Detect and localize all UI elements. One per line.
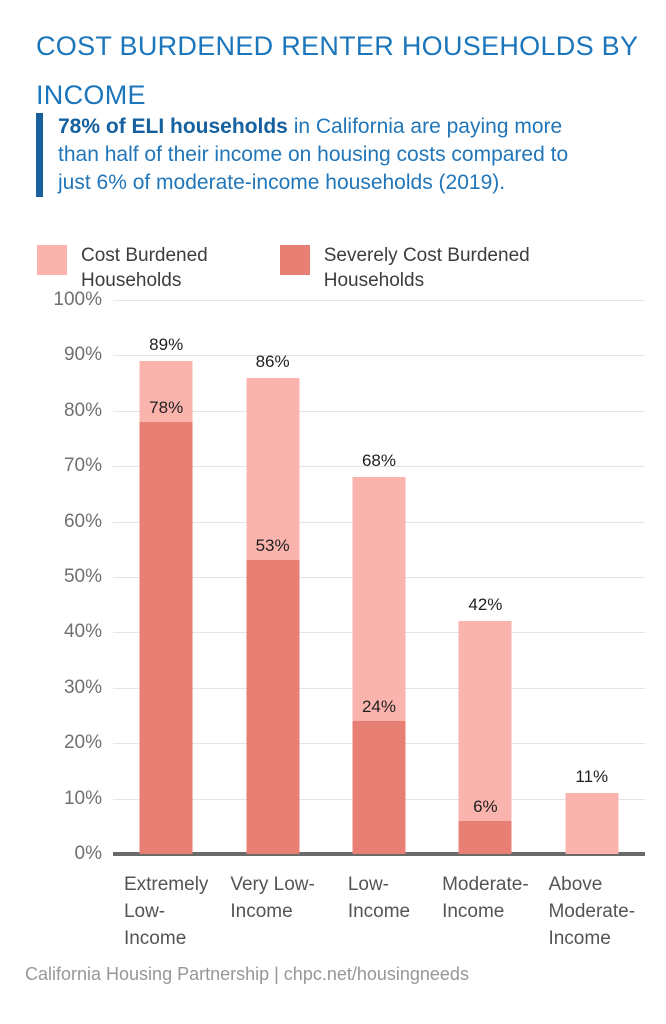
bar-slot: 86% 53% xyxy=(219,300,325,854)
severely-cost-burdened-segment xyxy=(246,560,300,854)
x-axis-label-slot: Very Low- Income xyxy=(219,871,325,952)
total-value-label: 42% xyxy=(468,595,503,615)
severely-cost-burdened-segment xyxy=(352,721,406,854)
legend-swatch-cost-burdened xyxy=(37,245,67,275)
total-value-label: 11% xyxy=(575,767,609,787)
legend-item-cost-burdened: Cost Burdened Households xyxy=(37,243,208,293)
y-axis-tick-label: 0% xyxy=(74,843,102,864)
bar: 42% 6% xyxy=(458,300,512,854)
bar-slot: 42% 6% xyxy=(432,300,538,854)
x-axis-label-slot: Moderate- Income xyxy=(432,871,538,952)
y-axis-tick-label: 60% xyxy=(63,510,102,532)
x-axis-labels: Extremely Low- Income Very Low- Income Low… xyxy=(113,871,645,952)
severely-cost-burdened-segment xyxy=(458,820,512,854)
y-axis-tick-label: 100% xyxy=(53,289,102,310)
y-axis-tick-label: 30% xyxy=(63,676,102,698)
y-axis-tick-label: 20% xyxy=(63,732,102,754)
x-axis-label-slot: Low- Income xyxy=(326,871,432,952)
x-axis-category-label: Very Low- Income xyxy=(230,874,315,922)
x-axis-category-label: Moderate- Income xyxy=(442,874,529,922)
y-axis-tick-label: 50% xyxy=(63,566,102,587)
bar-slot: 68% 24% xyxy=(326,300,432,854)
bar: 86% 53% xyxy=(246,300,300,854)
total-value-label: 68% xyxy=(361,451,396,471)
x-axis-category-label: Low- Income xyxy=(347,874,411,922)
gridline xyxy=(113,410,645,412)
x-axis-category-label: Above Moderate- Income xyxy=(548,874,636,949)
legend-label: Cost Burdened Households xyxy=(81,245,208,291)
callout-regular-text: in California are paying more than half … xyxy=(58,115,569,194)
y-axis-tick-label: 40% xyxy=(63,621,102,643)
cost-burdened-segment xyxy=(458,621,512,854)
page-title: COST BURDENED RENTER HOUSEHOLDS BY INCOM… xyxy=(36,31,639,110)
x-axis-baseline xyxy=(113,852,645,856)
x-axis-label-slot: Above Moderate- Income xyxy=(539,871,645,952)
legend-item-severely-cost-burdened: Severely Cost Burdened Households xyxy=(279,243,530,293)
bar: 68% 24% xyxy=(352,300,406,854)
severe-value-label: 6% xyxy=(473,796,498,816)
callout-bold-text: 78% of ELI households xyxy=(58,115,288,138)
bar: 89% 78% xyxy=(139,300,193,854)
y-axis-tick-label: 90% xyxy=(63,344,102,366)
bar-slot: 11% xyxy=(539,300,645,854)
total-value-label: 89% xyxy=(149,334,184,354)
x-axis-label-slot: Extremely Low- Income xyxy=(113,871,219,952)
source-attribution: California Housing Partnership | chpc.ne… xyxy=(25,964,469,984)
cost-burdened-segment xyxy=(565,793,619,854)
total-value-label: 86% xyxy=(255,351,290,371)
severely-cost-burdened-segment xyxy=(139,421,193,854)
severe-value-label: 53% xyxy=(255,536,290,556)
bar-slot: 89% 78% xyxy=(113,300,219,854)
y-axis-tick-label: 70% xyxy=(63,455,102,477)
gridline xyxy=(113,300,645,301)
y-axis-tick-label: 80% xyxy=(63,399,102,421)
bar: 11% xyxy=(565,300,619,854)
bar-chart: 100% 90% 80% 70% 60% 50% 40% 30% 20% 10% 0% 89% 78% 8… xyxy=(0,289,666,952)
severe-value-label: 24% xyxy=(361,697,396,717)
x-axis-category-label: Extremely Low- Income xyxy=(123,874,209,949)
callout-quote: 78% of ELI households in California are … xyxy=(36,113,592,197)
gridline xyxy=(113,355,645,357)
chart-legend: Cost Burdened Households Severely Cost B… xyxy=(37,243,650,293)
plot-area: 100% 90% 80% 70% 60% 50% 40% 30% 20% 10% 0% 89% 78% 8… xyxy=(53,289,645,864)
legend-label: Severely Cost Burdened Households xyxy=(323,245,530,291)
gridline xyxy=(113,466,645,468)
legend-swatch-severely-cost-burdened xyxy=(279,245,310,275)
y-axis-tick-label: 10% xyxy=(63,787,102,809)
severe-value-label: 78% xyxy=(149,397,184,417)
